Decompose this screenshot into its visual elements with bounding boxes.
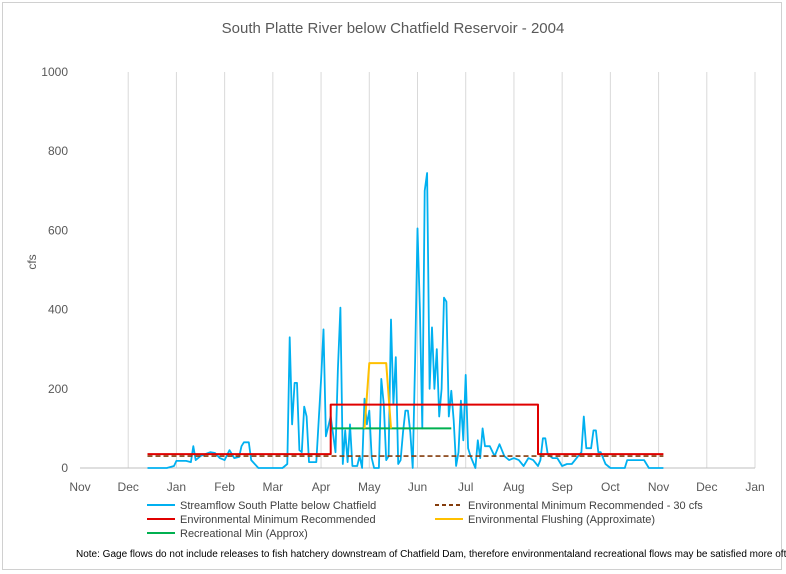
legend-label: Streamflow South Platte below Chatfield (180, 500, 376, 512)
x-tick-label: Jan (167, 480, 186, 494)
x-tick-label: Nov (648, 480, 669, 494)
y-tick-label: 800 (48, 144, 68, 158)
legend: Streamflow South Platte below Chatfield E… (147, 500, 703, 540)
x-tick-label: Aug (503, 480, 524, 494)
x-tick-label: Dec (118, 480, 139, 494)
series-layer (147, 172, 664, 469)
x-tick-label: Sep (551, 480, 573, 494)
y-axis-label: cfs (25, 254, 39, 269)
grid-layer (127, 72, 756, 468)
x-tick-label: May (358, 480, 381, 494)
legend-label: Environmental Flushing (Approximate) (468, 514, 655, 526)
chart-title: South Platte River below Chatfield Reser… (222, 20, 565, 37)
series-line-0 (147, 172, 664, 469)
series-line-3 (363, 362, 392, 429)
y-tick-label: 0 (61, 461, 68, 475)
x-tick-label: Jan (745, 480, 764, 494)
x-tick-label: Jul (458, 480, 473, 494)
series-line-2 (147, 403, 664, 456)
x-tick-label: Oct (601, 480, 620, 494)
x-tick-label: Nov (69, 480, 90, 494)
y-tick-label: 1000 (41, 65, 68, 79)
x-tick-label: Feb (214, 480, 235, 494)
y-tick-label: 600 (48, 223, 68, 237)
y-tick-label: 400 (48, 303, 68, 317)
x-tick-label: Mar (263, 480, 284, 494)
legend-label: Recreational Min (Approx) (180, 528, 308, 540)
legend-label: Environmental Minimum Recommended (180, 514, 376, 526)
x-tick-label: Dec (696, 480, 717, 494)
legend-label: Environmental Minimum Recommended - 30 c… (468, 500, 703, 512)
chart-note: Note: Gage flows do not include releases… (76, 549, 786, 560)
y-tick-label: 200 (48, 382, 68, 396)
axis-layer: Nov Dec Jan Feb Mar Apr May Jun Jul Aug Sep Oct Nov D… (41, 65, 764, 494)
x-tick-label: Jun (408, 480, 427, 494)
x-tick-label: Apr (312, 480, 331, 494)
